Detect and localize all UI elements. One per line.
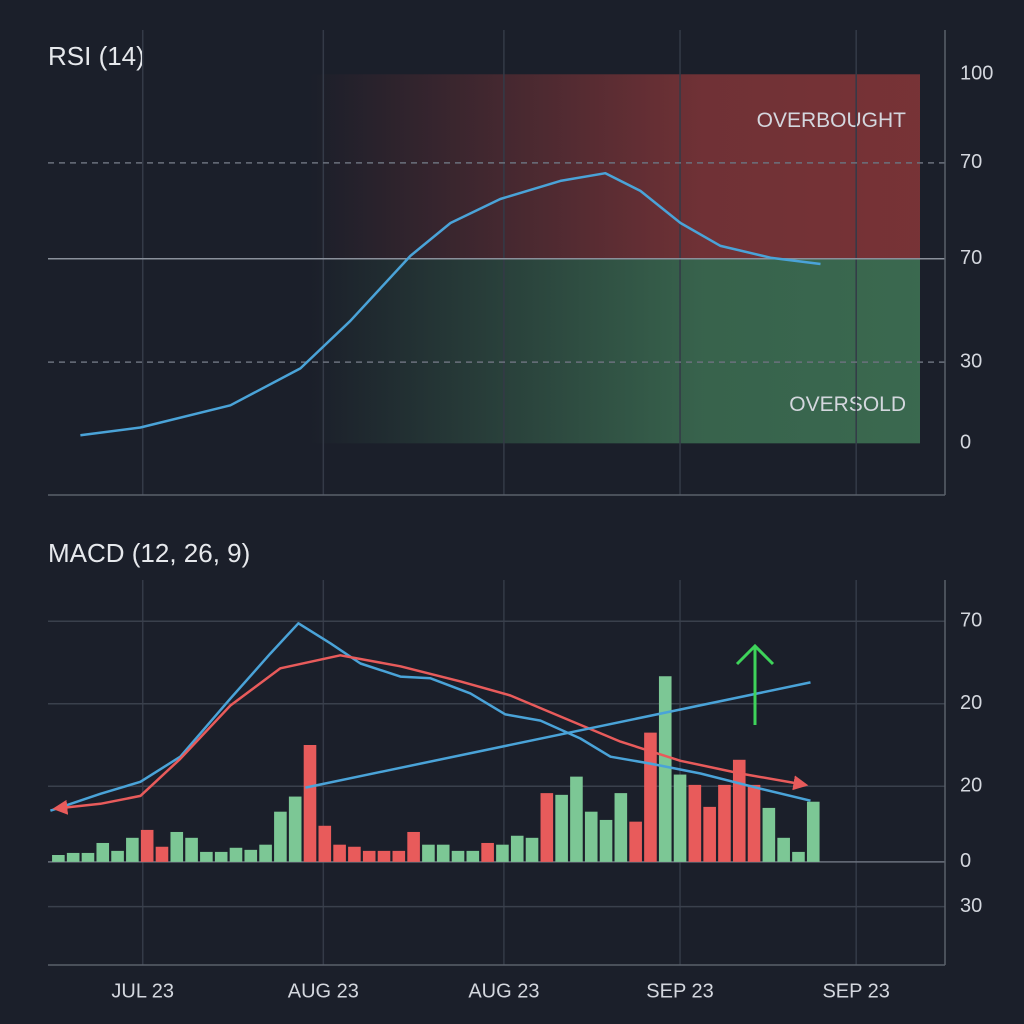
- y-tick-label: 0: [960, 850, 971, 872]
- histogram-bar: [422, 844, 435, 862]
- histogram-bar: [392, 850, 406, 862]
- histogram-bar: [155, 846, 169, 862]
- histogram-bar: [525, 837, 539, 862]
- histogram-bar: [555, 794, 568, 862]
- y-tick-label: 30: [960, 895, 982, 917]
- histogram-bar: [66, 852, 80, 862]
- histogram-bar: [777, 837, 790, 862]
- y-tick-label: 0: [960, 432, 971, 454]
- histogram-bar: [126, 837, 139, 862]
- x-tick-label: SEP 23: [646, 980, 713, 1002]
- histogram-bar: [362, 850, 376, 862]
- histogram-bar: [436, 844, 450, 862]
- x-tick-label: SEP 23: [822, 980, 889, 1002]
- histogram-bar: [229, 847, 243, 862]
- panel-title: MACD (12, 26, 9): [48, 538, 250, 568]
- zone-label: OVERSOLD: [789, 393, 906, 416]
- histogram-bar: [81, 852, 95, 862]
- zone: [48, 258, 920, 444]
- series-line: [305, 681, 811, 789]
- histogram-bar: [496, 844, 509, 862]
- histogram-bar: [333, 844, 346, 862]
- histogram-bar: [96, 842, 110, 862]
- histogram-bar: [599, 819, 613, 862]
- histogram-bar: [200, 851, 213, 862]
- histogram-bar: [214, 851, 228, 862]
- y-tick-label: 30: [960, 350, 982, 372]
- x-tick-label: JUL 23: [111, 980, 174, 1002]
- histogram-bar: [244, 849, 258, 862]
- histogram-bar: [481, 842, 494, 862]
- histogram-bar: [688, 784, 702, 862]
- histogram-bar: [466, 850, 480, 862]
- x-tick-label: AUG 23: [288, 980, 359, 1002]
- histogram-bar: [703, 806, 716, 862]
- histogram-bar: [629, 821, 642, 862]
- y-tick-label: 70: [960, 247, 982, 269]
- histogram-bar: [407, 831, 420, 862]
- y-tick-label: 20: [960, 775, 982, 797]
- panel-title: RSI (14): [48, 41, 145, 71]
- histogram-bar: [451, 850, 465, 862]
- histogram-bar: [348, 846, 361, 862]
- y-tick-label: 70: [960, 610, 982, 632]
- series-line: [52, 654, 809, 815]
- histogram-bar: [140, 829, 154, 862]
- histogram-bar: [658, 676, 672, 862]
- histogram-bar: [377, 850, 391, 862]
- histogram-bar: [170, 831, 184, 862]
- histogram-bar: [318, 825, 332, 862]
- histogram-bar: [673, 774, 687, 862]
- series-line: [80, 171, 821, 437]
- series-line: [49, 622, 811, 812]
- histogram-bar: [274, 811, 287, 862]
- histogram-bar: [792, 851, 805, 862]
- histogram-bar: [747, 784, 761, 862]
- y-tick-label: 70: [960, 151, 982, 173]
- histogram-bar: [762, 807, 776, 862]
- histogram-bar: [806, 801, 820, 862]
- histogram-bar: [52, 855, 65, 862]
- up-arrow: [735, 643, 775, 725]
- histogram-bar: [288, 796, 302, 862]
- histogram-bar: [303, 745, 317, 862]
- x-tick-label: AUG 23: [468, 980, 539, 1002]
- histogram-bar: [185, 837, 198, 862]
- zone-label: OVERBOUGHT: [757, 109, 907, 132]
- histogram-bar: [718, 784, 731, 862]
- histogram-bar: [111, 850, 124, 862]
- histogram-bar: [570, 776, 583, 862]
- histogram-bar: [259, 844, 272, 862]
- histogram-bar: [614, 793, 628, 862]
- histogram-bar: [540, 793, 554, 862]
- y-tick-label: 100: [960, 63, 993, 85]
- histogram-bar: [510, 835, 524, 862]
- y-tick-label: 20: [960, 692, 982, 714]
- zone: [48, 74, 920, 259]
- histogram-bar: [584, 811, 598, 862]
